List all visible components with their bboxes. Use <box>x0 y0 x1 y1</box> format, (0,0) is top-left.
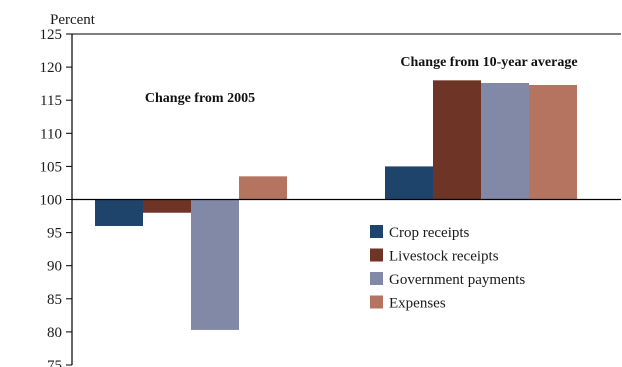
group-label-1: Change from 2005 <box>145 91 255 106</box>
group-labels: Change from 2005 Change from 10-year aver… <box>145 55 578 106</box>
bar-expenses-group-1 <box>239 176 287 200</box>
legend-label-livestock-receipts: Livestock receipts <box>389 249 499 265</box>
y-axis-ticks: 75 80 85 90 95 100 105 110 115 120 125 <box>40 27 72 367</box>
bar-crop-receipts-group-1 <box>95 199 143 226</box>
legend-swatch-crop-receipts <box>370 225 383 238</box>
legend: Crop receipts Livestock receipts Governmen… <box>370 225 525 312</box>
y-axis-label: Percent <box>50 12 96 28</box>
y-tick-label: 95 <box>47 226 62 242</box>
group-label-2: Change from 10-year average <box>400 55 577 70</box>
y-tick-label: 100 <box>40 193 63 209</box>
y-tick-label: 110 <box>40 126 62 142</box>
y-tick-label: 90 <box>47 259 62 275</box>
y-tick-label: 85 <box>47 292 62 308</box>
legend-label-crop-receipts: Crop receipts <box>389 225 470 241</box>
bar-government-payments-group-1 <box>191 199 239 330</box>
bar-livestock-receipts-group-1 <box>143 199 191 213</box>
bar-expenses-group-2 <box>529 84 577 200</box>
legend-swatch-livestock-receipts <box>370 248 383 262</box>
y-tick-label: 115 <box>40 93 62 109</box>
y-tick-label: 80 <box>47 325 62 341</box>
legend-label-government-payments: Government payments <box>389 272 525 288</box>
y-tick-label: 105 <box>40 159 63 175</box>
legend-label-expenses: Expenses <box>389 296 446 312</box>
legend-swatch-expenses <box>370 295 383 309</box>
y-tick-label: 75 <box>47 358 62 367</box>
bar-crop-receipts-group-2 <box>385 166 433 200</box>
bar-livestock-receipts-group-2 <box>433 80 481 200</box>
y-tick-label: 125 <box>40 27 63 43</box>
legend-swatch-government-payments <box>370 272 383 285</box>
bar-government-payments-group-2 <box>481 82 529 200</box>
bars <box>95 80 577 330</box>
y-tick-label: 120 <box>40 60 63 76</box>
